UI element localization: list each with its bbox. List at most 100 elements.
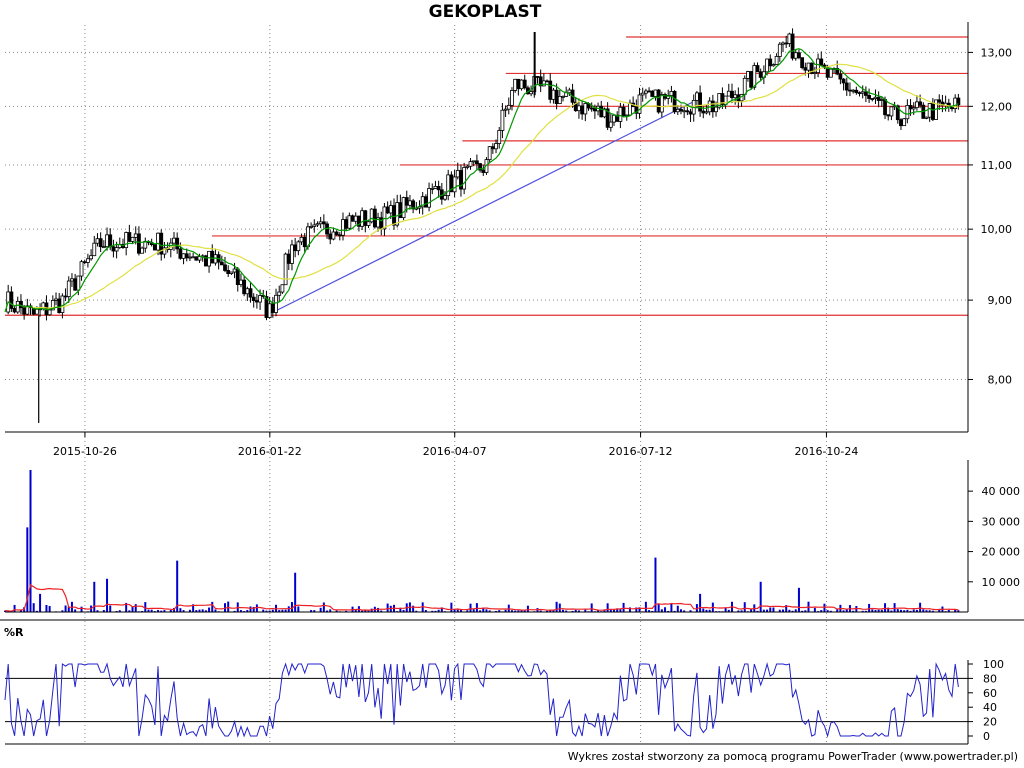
candle-body [589,107,594,110]
candle-body [430,187,435,190]
candle-body [328,233,333,240]
candle-body [516,78,521,90]
candle-body [911,107,916,110]
candle-body [191,256,196,259]
candle-body [312,224,317,227]
candles [6,28,961,423]
y-tick-label: 10,00 [981,223,1013,236]
candle-body [551,89,556,100]
candle-body [557,96,562,105]
candle-body [9,291,14,309]
candle-body [15,300,20,313]
candle-body [283,253,288,286]
candle-body [22,307,27,315]
candle-body [519,79,524,90]
candle-body [688,111,693,115]
candle-body [60,295,65,313]
candle-body [758,71,763,78]
candle-body [251,296,256,301]
candle-body [819,58,824,66]
y-tick-label: 9,00 [988,294,1013,307]
candle-body [223,264,227,271]
candle-body [545,80,549,83]
candle-body [181,253,186,259]
candle-body [825,67,830,78]
candle-body [522,79,527,89]
candle-body [369,208,374,223]
candle-body [433,185,438,189]
candle-body [513,78,518,91]
candle-body [86,258,90,263]
candle-body [337,234,342,237]
wr-tick-label: 80 [983,672,997,685]
candle-body [47,309,52,316]
x-tick-label: 2016-01-22 [238,445,302,458]
y-tick-label: 8,00 [988,373,1013,386]
candle-body [828,68,833,78]
candle-body [608,121,613,128]
candle-body [258,295,262,303]
volume-tick-label: 40 000 [982,485,1021,498]
candle-body [184,253,189,259]
candle-body [746,71,750,79]
candle-body [280,284,285,293]
candle-body [497,130,502,144]
candle-body [101,246,106,249]
candle-body [800,57,805,69]
candle-body [704,111,709,114]
candle-body [353,215,358,222]
candle-body [19,300,23,309]
candle-body [385,206,390,214]
candle-body [714,106,718,113]
candle-body [341,219,345,236]
candle-body [57,298,62,313]
candle-body [749,71,754,88]
trendline [266,100,696,316]
candle-body [331,231,336,240]
wr-line [4,662,959,738]
candle-body [452,176,457,193]
candle-body [219,261,224,266]
wr-tick-label: 100 [983,658,1004,671]
candle-body [666,95,671,99]
candle-body [350,215,355,222]
candle-body [360,210,365,227]
candle-body [937,99,942,103]
candle-body [742,77,747,95]
candle-body [50,300,55,311]
candle-body [63,295,68,298]
candle-body [468,161,473,167]
candle-body [784,42,789,45]
x-tick-label: 2016-07-12 [609,445,673,458]
candle-body [835,68,840,75]
candle-body [114,247,119,252]
candle-body [860,91,865,94]
candle-body [864,91,868,96]
candle-body [816,58,820,73]
volume-tick-label: 30 000 [982,515,1021,528]
candle-body [286,253,291,264]
candle-body [494,143,498,150]
candle-body [930,103,935,120]
candle-body [548,80,553,100]
chart-title: GEKOPLAST [428,2,542,22]
candle-body [475,160,479,165]
candle-body [605,108,610,128]
candle-body [111,246,116,252]
wr-tick-label: 40 [983,701,997,714]
candle-body [95,238,100,244]
candle-body [755,65,760,73]
candle-body [194,256,199,261]
candle-body [235,268,240,285]
candle-body [541,80,546,87]
x-tick-label: 2016-04-07 [423,445,487,458]
candle-body [803,67,808,71]
candle-body [841,78,846,84]
candle-body [659,94,664,113]
candle-body [506,104,511,110]
candle-body [643,90,648,94]
candle-body [210,250,215,264]
candle-body [730,90,734,99]
candle-body [98,238,103,248]
